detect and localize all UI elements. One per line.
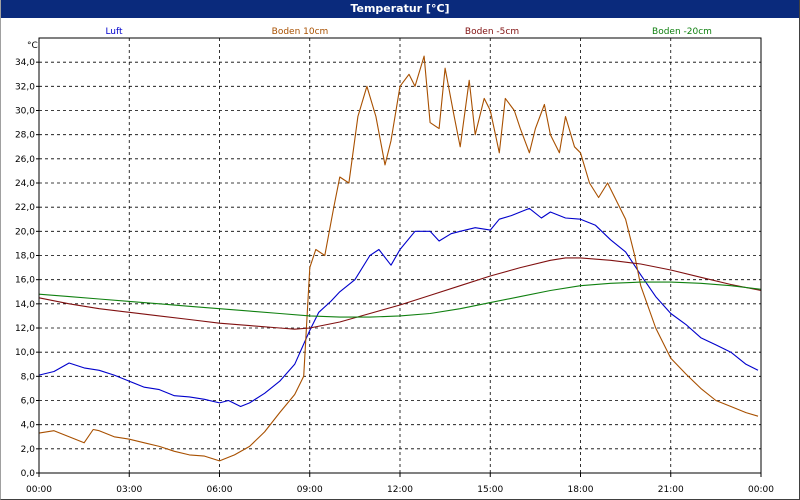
series-line-boden-5cm bbox=[38, 257, 762, 330]
y-tick-label: 2,0 bbox=[21, 445, 36, 455]
legend: Luft Boden 10cm Boden -5cm Boden -20cm bbox=[105, 27, 712, 37]
x-tick-time: 21:00 bbox=[658, 485, 684, 495]
y-tick-label: 14,0 bbox=[15, 300, 35, 310]
x-tick-time: 09:00 bbox=[297, 485, 323, 495]
series-line-boden-10cm bbox=[38, 55, 759, 462]
y-axis-label: °C bbox=[27, 41, 38, 51]
y-tick-label: 24,0 bbox=[15, 179, 35, 189]
y-axis-ticks: 0,0 2,0 4,0 6,0 8,0 10,0 12,0 14,0 16,0 18,0 20,0 2… bbox=[15, 58, 39, 479]
y-tick-label: 4,0 bbox=[21, 421, 36, 431]
y-tick-label: 20,0 bbox=[15, 227, 35, 237]
y-tick-label: 30,0 bbox=[15, 107, 35, 117]
grid bbox=[39, 38, 761, 473]
legend-entry-boden-5cm: Boden -5cm bbox=[465, 27, 519, 37]
x-tick-time: 00:00 bbox=[26, 485, 52, 495]
series-line-boden-20cm bbox=[38, 281, 762, 318]
x-tick-time: 15:00 bbox=[477, 485, 503, 495]
series-line-luft bbox=[38, 207, 759, 408]
y-tick-label: 10,0 bbox=[15, 348, 35, 358]
legend-entry-luft: Luft bbox=[105, 27, 123, 37]
temperature-chart: 0,0 2,0 4,0 6,0 8,0 10,0 12,0 14,0 16,0 18,0 20,0 2… bbox=[15, 27, 774, 495]
x-axis-ticks: 00:0026.04.2003:0026.04.2006:0026.04.200… bbox=[26, 473, 774, 495]
x-tick-time: 18:00 bbox=[568, 485, 594, 495]
y-tick-label: 34,0 bbox=[15, 58, 35, 68]
window-title: Temperatur [°C] bbox=[1, 0, 799, 18]
legend-entry-boden-10cm: Boden 10cm bbox=[272, 27, 329, 37]
y-tick-label: 8,0 bbox=[21, 372, 36, 382]
y-tick-label: 32,0 bbox=[15, 82, 35, 92]
y-tick-label: 26,0 bbox=[15, 155, 35, 165]
legend-entry-boden-20cm: Boden -20cm bbox=[652, 27, 712, 37]
y-tick-label: 16,0 bbox=[15, 276, 35, 286]
y-tick-label: 28,0 bbox=[15, 131, 35, 141]
x-tick-time: 06:00 bbox=[207, 485, 233, 495]
x-tick-time: 12:00 bbox=[387, 485, 413, 495]
plot-frame bbox=[38, 37, 762, 474]
x-tick-time: 03:00 bbox=[116, 485, 142, 495]
series-lines bbox=[38, 55, 762, 462]
y-tick-label: 18,0 bbox=[15, 252, 35, 262]
y-tick-label: 22,0 bbox=[15, 203, 35, 213]
y-tick-label: 0,0 bbox=[21, 469, 36, 479]
y-tick-label: 12,0 bbox=[15, 324, 35, 334]
x-tick-time: 00:00 bbox=[748, 485, 774, 495]
y-tick-label: 6,0 bbox=[21, 397, 36, 407]
